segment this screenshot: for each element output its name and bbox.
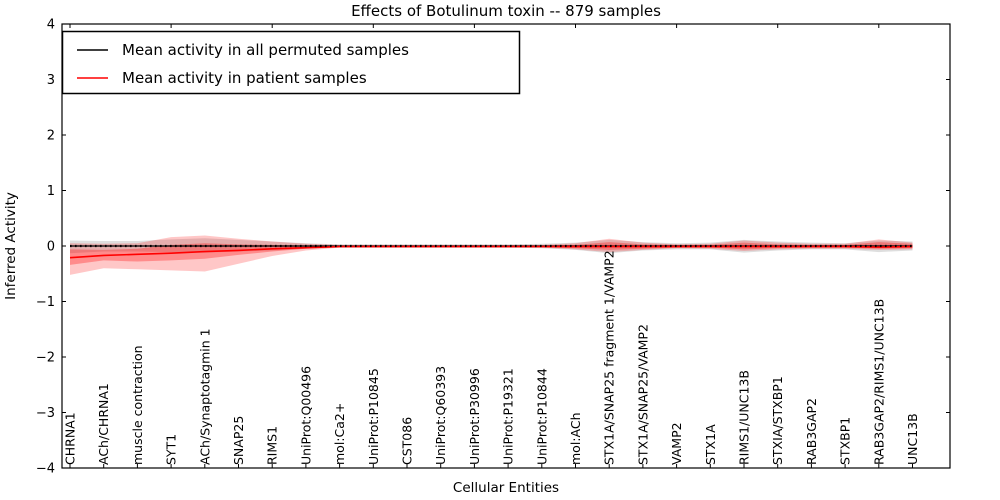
y-tick-label: −4 — [36, 462, 55, 477]
x-tick-label: STXIA/STXBP1 — [770, 376, 785, 465]
y-tick-label: −3 — [36, 406, 55, 421]
x-tick-label: VAMP2 — [669, 422, 684, 465]
y-tick-label: 1 — [47, 184, 55, 199]
legend-patient-label: Mean activity in patient samples — [122, 69, 367, 87]
x-tick-label: ACh/Synaptotagmin 1 — [197, 328, 212, 465]
y-axis-label: Inferred Activity — [3, 192, 19, 300]
x-tick-label: CST086 — [400, 417, 415, 465]
x-tick-label: STX1A/SNAP25 fragment 1/VAMP2 — [602, 250, 617, 465]
x-tick-label: UniProt:P10844 — [534, 368, 549, 465]
x-tick-label: UniProt:Q60393 — [433, 366, 448, 465]
legend: Mean activity in all permuted samples Me… — [61, 30, 521, 95]
x-tick-label: STX1A/SNAP25/VAMP2 — [635, 324, 650, 465]
x-tick-label: ACh/CHRNA1 — [96, 383, 111, 465]
y-tick-label: 0 — [47, 240, 55, 255]
x-tick-label: CHRNA1 — [63, 412, 78, 465]
x-tick-label: RIMS1 — [265, 426, 280, 465]
x-axis-label: Cellular Entities — [453, 480, 559, 496]
x-tick-label: UniProt:P30996 — [467, 368, 482, 465]
tick-layer — [62, 23, 950, 469]
x-tick-labels: CHRNA1 ACh/CHRNA1 muscle contraction SYT1 AC… — [63, 250, 921, 465]
y-tick-labels: 4 3 2 1 0 −1 −2 −3 −4 — [36, 18, 55, 477]
chart-title: Effects of Botulinum toxin -- 879 sample… — [351, 2, 661, 20]
x-tick-label: UniProt:P19321 — [501, 368, 516, 465]
x-tick-label: SYT1 — [164, 434, 179, 465]
y-tick-label: 4 — [47, 18, 55, 33]
y-tick-label: −1 — [36, 295, 55, 310]
x-tick-label: STX1A — [703, 424, 718, 465]
x-tick-label: mol:ACh — [568, 413, 583, 466]
y-tick-label: 3 — [47, 73, 55, 88]
x-tick-label: UniProt:Q00496 — [298, 366, 313, 465]
series-layer — [69, 244, 913, 259]
y-tick-label: −2 — [36, 351, 55, 366]
legend-permuted-label: Mean activity in all permuted samples — [122, 41, 409, 59]
x-tick-label: STXBP1 — [838, 417, 853, 465]
x-tick-label: RAB3GAP2 — [804, 398, 819, 465]
x-tick-label: SNAP25 — [231, 416, 246, 465]
x-tick-label: muscle contraction — [130, 345, 145, 465]
x-tick-label: RIMS1/UNC13B — [737, 370, 752, 465]
x-tick-label: mol:Ca2+ — [332, 403, 347, 465]
bands-layer — [70, 235, 913, 275]
x-tick-label: UniProt:P10845 — [366, 368, 381, 465]
x-tick-label: RAB3GAP2/RIMS1/UNC13B — [871, 299, 886, 465]
legend-box — [61, 30, 521, 95]
x-tick-label: UNC13B — [905, 413, 920, 465]
y-tick-label: 2 — [47, 129, 55, 144]
